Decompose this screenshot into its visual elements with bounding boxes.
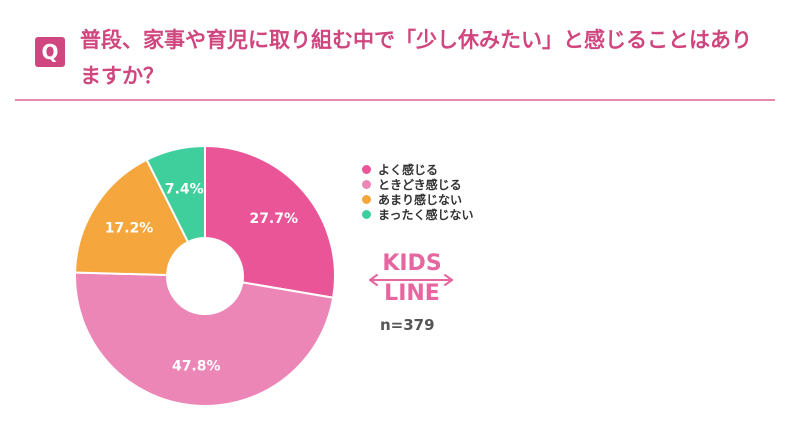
chart-slices [74, 144, 336, 407]
kids-line-logo: KIDS LINE [369, 251, 453, 306]
chart-slice-1 [74, 271, 335, 407]
chart-slice-0 [204, 144, 336, 299]
sample-size: n=379 [380, 316, 435, 334]
chart-slice-label-2: 17.2% [105, 221, 154, 237]
legend-item-1: ときどき感じる [362, 177, 474, 192]
legend-label-3: まったく感じない [378, 208, 474, 222]
question-badge: Q [35, 37, 65, 67]
chart-slice-2 [74, 158, 190, 277]
legend-label-0: よく感じる [378, 163, 439, 177]
question-header: Q 普段、家事や育児に取り組む中で「少し休みたい」と感じることはありますか？ [0, 0, 800, 101]
legend-item-2: あまり感じない [362, 192, 474, 207]
legend-item-0: よく感じる [362, 162, 474, 177]
legend-swatch-3 [362, 210, 371, 219]
logo-text-kids: KIDS [382, 251, 441, 276]
legend-item-3: まったく感じない [362, 207, 474, 222]
chart-legend: よく感じる ときどき感じる あまり感じない まったく感じない [362, 162, 474, 222]
chart-slice-3 [145, 144, 206, 244]
legend-swatch-2 [362, 195, 371, 204]
chart-slice-label-3: 7.4% [165, 181, 204, 197]
question-text: 普段、家事や育児に取り組む中で「少し休みたい」と感じることはありますか？ [80, 28, 752, 88]
chart-slice-label-1: 47.8% [172, 359, 221, 375]
legend-label-2: あまり感じない [378, 193, 463, 207]
chart-slice-labels: 27.7% 47.8% 17.2% 7.4% [105, 181, 298, 374]
legend-swatch-1 [362, 180, 371, 189]
legend-swatch-0 [362, 165, 371, 174]
header-divider [15, 99, 775, 101]
chart-slice-label-0: 27.7% [249, 211, 298, 227]
legend-label-1: ときどき感じる [378, 178, 462, 192]
logo-text-line: LINE [384, 281, 440, 306]
